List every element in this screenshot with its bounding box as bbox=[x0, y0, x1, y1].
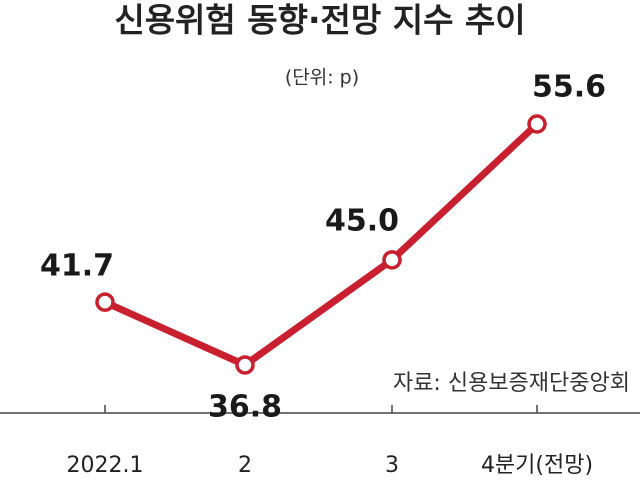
chart-subtitle: (단위: p) bbox=[285, 67, 359, 89]
data-point bbox=[527, 114, 547, 134]
x-tick-label: 2022.1 bbox=[67, 453, 144, 478]
x-tick-label: 2 bbox=[238, 453, 252, 478]
data-point bbox=[95, 292, 115, 312]
value-label: 36.8 bbox=[208, 390, 282, 425]
chart-title: 신용위험 동향·전망 지수 추이 bbox=[114, 1, 525, 40]
value-label: 41.7 bbox=[40, 249, 114, 284]
value-label: 45.0 bbox=[325, 203, 399, 238]
data-point bbox=[382, 250, 402, 270]
source: 자료: 신용보증재단중앙회 bbox=[393, 371, 630, 396]
x-tick-label: 3 bbox=[385, 453, 399, 478]
data-point bbox=[235, 355, 255, 375]
data-line bbox=[103, 121, 540, 369]
value-label: 55.6 bbox=[532, 70, 606, 105]
x-tick-label: 4분기(전망) bbox=[481, 453, 593, 478]
